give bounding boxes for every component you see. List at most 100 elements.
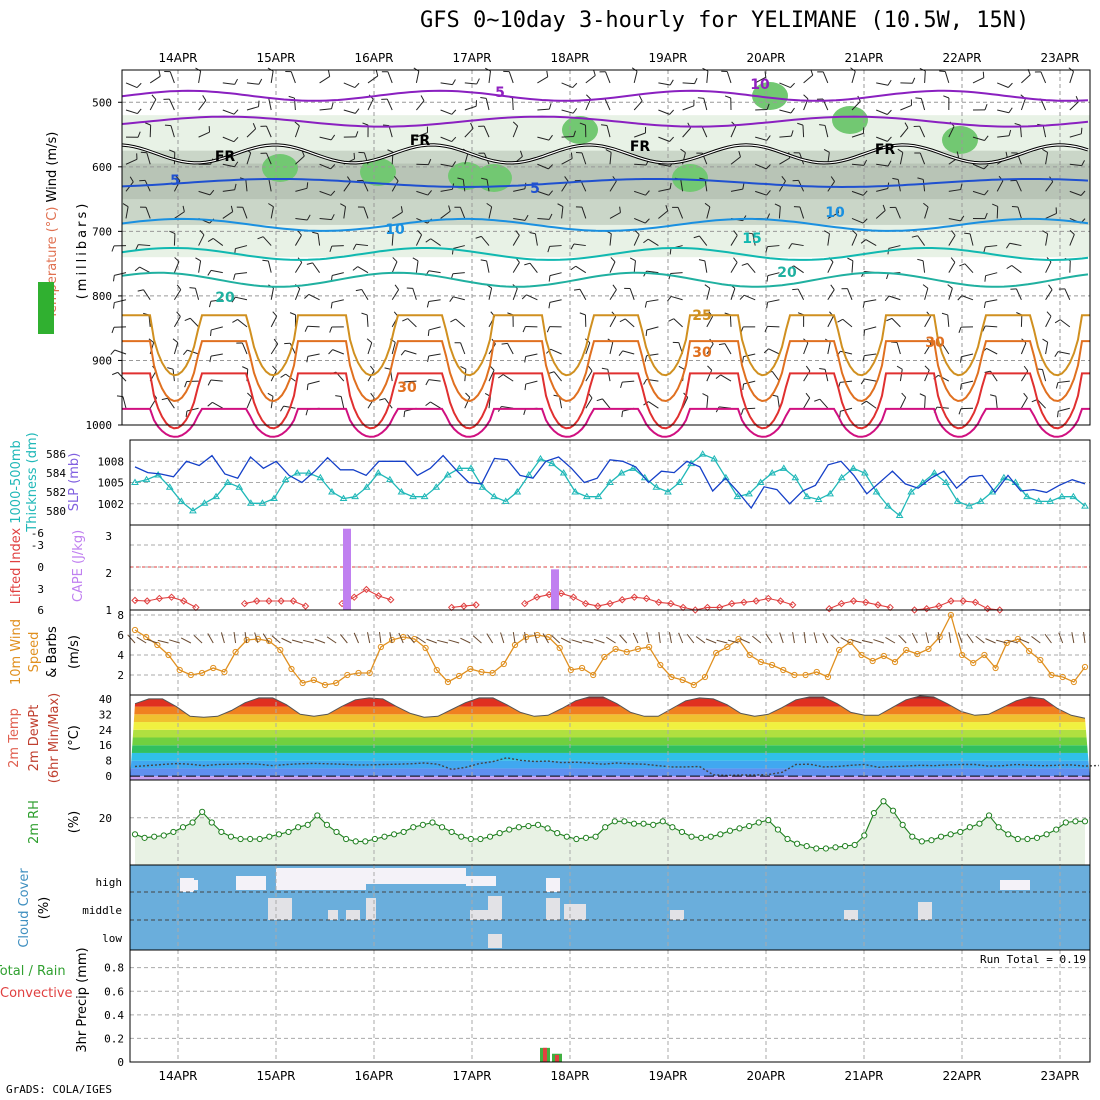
run-total: Run Total = 0.19 xyxy=(980,953,1086,966)
wind-barb-flag xyxy=(134,266,140,272)
rh-point xyxy=(582,834,590,841)
lifted-index-point xyxy=(922,605,931,613)
wind-barb-flag xyxy=(984,275,987,282)
wind-barb-flag xyxy=(983,246,986,253)
wind-barb-flag xyxy=(370,365,375,372)
wind-barb-flag xyxy=(742,383,745,390)
wind-barb xyxy=(534,233,538,246)
contour-label: 30 xyxy=(692,345,712,361)
rh-point xyxy=(669,824,676,831)
thickness-series-point xyxy=(640,473,649,481)
rh-moist-blob xyxy=(360,158,396,186)
cape-label: CAPE (J/kg) xyxy=(71,530,86,602)
wind-barb-flag xyxy=(305,409,309,416)
wind-barb xyxy=(198,260,202,273)
wind-barb xyxy=(537,136,550,141)
wind-barb xyxy=(739,638,750,644)
wind-barb-flag xyxy=(481,177,488,180)
thickness-series-point xyxy=(976,497,985,504)
wind-barb xyxy=(357,266,369,274)
wind-barb-flag xyxy=(233,273,236,280)
wind-barb-flag xyxy=(548,134,553,141)
wind-speed-series-point xyxy=(679,676,686,684)
wind-barb xyxy=(920,98,926,111)
wind-barb-flag xyxy=(480,259,487,262)
wind-barb xyxy=(730,235,738,246)
thickness-series-point xyxy=(698,450,707,457)
lifted-index-point xyxy=(935,602,943,610)
wind-barb xyxy=(525,353,538,357)
wind-barb-flag xyxy=(306,262,313,265)
wind-barb xyxy=(730,156,741,165)
wind-barb xyxy=(1015,288,1022,300)
wind-barb xyxy=(391,211,403,219)
wind-barb xyxy=(307,325,320,328)
wind-barb-flag xyxy=(207,379,212,386)
wind-barb-flag xyxy=(984,135,989,141)
wind-barb-flag xyxy=(557,203,564,207)
wind-barb-flag xyxy=(375,69,379,77)
wind-barb-flag xyxy=(917,177,924,180)
wind-barb xyxy=(779,82,791,88)
rh-point xyxy=(458,833,465,840)
wind-barb-flag xyxy=(860,239,867,244)
lifted-index-point xyxy=(569,593,578,601)
wind-barb xyxy=(222,189,235,192)
wind-barb-flag xyxy=(634,229,640,235)
wind-barb xyxy=(1045,315,1052,328)
rh-point xyxy=(371,835,378,843)
bottom-date-label: 18APR xyxy=(550,1069,589,1083)
wind-barb xyxy=(407,318,417,328)
wind-barb xyxy=(819,398,829,409)
wind-barb xyxy=(542,633,549,644)
rh-point xyxy=(985,812,993,819)
cape-tick: 2 xyxy=(105,567,112,580)
rh-point xyxy=(621,818,628,825)
wind-barb xyxy=(453,245,465,250)
wind-barb-flag xyxy=(764,326,768,333)
rh-point xyxy=(659,818,666,825)
wind-barb xyxy=(730,125,737,138)
wind-barb xyxy=(997,135,1010,138)
wind-barb xyxy=(1064,288,1071,300)
li-tick: 3 xyxy=(37,583,44,596)
wind-barb-flag xyxy=(273,338,279,345)
wind-speed-series-point xyxy=(824,673,832,681)
thickness-series-point xyxy=(351,492,360,500)
thickness-series-point xyxy=(606,478,614,485)
temp-band xyxy=(130,714,1090,723)
wind-barb-flag xyxy=(984,189,989,196)
wind-speed-series-point xyxy=(992,664,999,672)
wind-barb xyxy=(416,636,426,644)
wind-barb xyxy=(646,299,659,303)
rh-point xyxy=(889,807,897,814)
wind-barb xyxy=(114,272,127,276)
wind-barb xyxy=(948,126,955,138)
wind-barb xyxy=(585,75,596,84)
wind-barb xyxy=(803,632,807,644)
wind-barb-flag xyxy=(766,213,771,220)
wind-barb xyxy=(571,639,583,644)
wind-barb xyxy=(585,342,591,355)
wind-barb xyxy=(387,71,393,84)
wind-barb xyxy=(1015,180,1022,192)
wind-barb-flag xyxy=(361,312,368,316)
wind-barb xyxy=(391,289,400,301)
wind-barb-flag xyxy=(451,136,457,142)
wind-barb xyxy=(840,637,851,644)
wind-barb xyxy=(242,207,248,219)
wind-barb xyxy=(428,379,441,382)
wind-barb xyxy=(609,152,612,165)
wind-barb xyxy=(779,135,792,138)
wind-barb xyxy=(1042,369,1047,382)
wind-barb-flag xyxy=(718,343,726,346)
rh-point xyxy=(947,831,954,838)
wind-barb-flag xyxy=(897,148,904,153)
wind-speed-series-point xyxy=(444,678,452,686)
wind-barb-flag xyxy=(960,383,962,390)
wind-barb xyxy=(289,342,296,355)
wind-barb xyxy=(1058,407,1070,412)
thickness-series-point xyxy=(420,492,429,500)
wind-barb-flag xyxy=(788,265,795,270)
contour-label: 15 xyxy=(742,231,761,247)
